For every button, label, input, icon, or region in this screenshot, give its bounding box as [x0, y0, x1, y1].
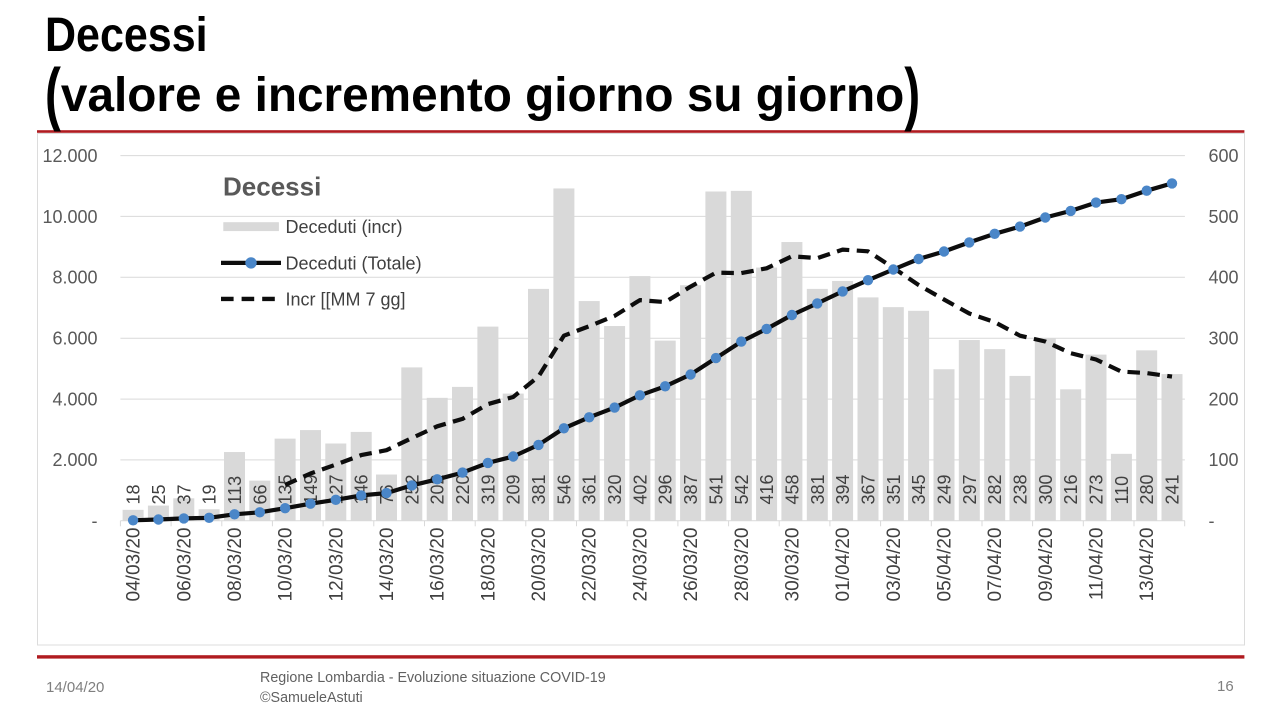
svg-text:200: 200: [1209, 389, 1239, 409]
svg-text:300: 300: [1209, 329, 1239, 349]
svg-text:Incr [[MM 7 gg]: Incr [[MM 7 gg]: [286, 289, 406, 309]
svg-text:400: 400: [1209, 268, 1239, 288]
svg-text:381: 381: [808, 474, 828, 504]
svg-text:25: 25: [149, 484, 169, 504]
svg-text:18/03/20: 18/03/20: [478, 528, 499, 602]
svg-text:345: 345: [909, 474, 929, 504]
svg-text:Decessi: Decessi: [223, 172, 321, 202]
svg-text:149: 149: [301, 474, 321, 504]
svg-text:458: 458: [782, 474, 802, 504]
svg-text:8.000: 8.000: [52, 268, 97, 288]
svg-text:37: 37: [174, 484, 194, 504]
svg-text:416: 416: [757, 474, 777, 504]
svg-text:07/04/20: 07/04/20: [985, 527, 1006, 601]
svg-text:-: -: [92, 511, 98, 531]
svg-text:100: 100: [1209, 450, 1239, 470]
svg-text:12.000: 12.000: [42, 146, 97, 166]
svg-text:238: 238: [1011, 474, 1031, 504]
svg-text:249: 249: [935, 474, 955, 504]
svg-text:220: 220: [453, 474, 473, 504]
svg-text:367: 367: [859, 474, 879, 504]
svg-text:110: 110: [1112, 476, 1132, 505]
svg-text:06/03/20: 06/03/20: [174, 528, 195, 602]
svg-text:12/03/20: 12/03/20: [326, 528, 347, 602]
svg-text:4.000: 4.000: [52, 389, 97, 409]
svg-text:2.000: 2.000: [52, 450, 97, 470]
svg-text:11/04/20: 11/04/20: [1087, 528, 1108, 601]
svg-text:209: 209: [504, 474, 524, 504]
svg-text:18: 18: [124, 484, 144, 504]
svg-text:20/03/20: 20/03/20: [529, 528, 550, 602]
svg-text:282: 282: [985, 474, 1005, 504]
svg-text:135: 135: [276, 474, 296, 504]
svg-text:19: 19: [200, 484, 220, 504]
svg-text:13/04/20: 13/04/20: [1137, 528, 1158, 602]
svg-text:297: 297: [960, 474, 980, 504]
svg-text:300: 300: [1036, 474, 1056, 504]
svg-text:394: 394: [833, 474, 853, 504]
svg-text:319: 319: [478, 474, 498, 504]
svg-text:08/03/20: 08/03/20: [225, 528, 246, 602]
svg-text:361: 361: [580, 474, 600, 504]
svg-text:351: 351: [884, 474, 904, 504]
svg-text:09/04/20: 09/04/20: [1036, 528, 1057, 602]
svg-text:Deceduti (Totale): Deceduti (Totale): [286, 253, 422, 273]
svg-text:381: 381: [529, 474, 549, 504]
svg-text:546: 546: [554, 474, 574, 504]
svg-text:22/03/20: 22/03/20: [580, 528, 601, 602]
svg-text:24/03/20: 24/03/20: [630, 528, 651, 602]
svg-text:05/04/20: 05/04/20: [935, 528, 956, 602]
svg-text:66: 66: [250, 484, 270, 504]
svg-text:273: 273: [1087, 474, 1107, 504]
svg-text:280: 280: [1137, 474, 1157, 504]
svg-text:6.000: 6.000: [52, 329, 97, 349]
svg-text:14/03/20: 14/03/20: [377, 528, 398, 602]
svg-text:28/03/20: 28/03/20: [732, 528, 753, 602]
svg-text:10.000: 10.000: [42, 207, 97, 227]
svg-text:01/04/20: 01/04/20: [833, 528, 854, 602]
svg-text:541: 541: [706, 474, 726, 504]
svg-text:26/03/20: 26/03/20: [681, 528, 702, 602]
svg-text:04/03/20: 04/03/20: [124, 528, 145, 602]
svg-text:320: 320: [605, 474, 625, 504]
svg-text:387: 387: [681, 474, 701, 504]
svg-text:16/03/20: 16/03/20: [428, 528, 449, 602]
svg-text:542: 542: [732, 474, 752, 504]
svg-text:Deceduti (incr): Deceduti (incr): [286, 217, 403, 237]
svg-text:113: 113: [225, 476, 245, 505]
svg-text:600: 600: [1209, 146, 1239, 166]
svg-text:500: 500: [1209, 207, 1239, 227]
svg-text:10/03/20: 10/03/20: [276, 528, 297, 602]
svg-text:241: 241: [1163, 474, 1183, 504]
svg-text:-: -: [1209, 511, 1215, 531]
svg-text:03/04/20: 03/04/20: [884, 528, 905, 602]
svg-text:402: 402: [630, 474, 650, 504]
svg-text:296: 296: [656, 474, 676, 504]
svg-text:216: 216: [1061, 474, 1081, 504]
svg-text:30/03/20: 30/03/20: [782, 528, 803, 602]
